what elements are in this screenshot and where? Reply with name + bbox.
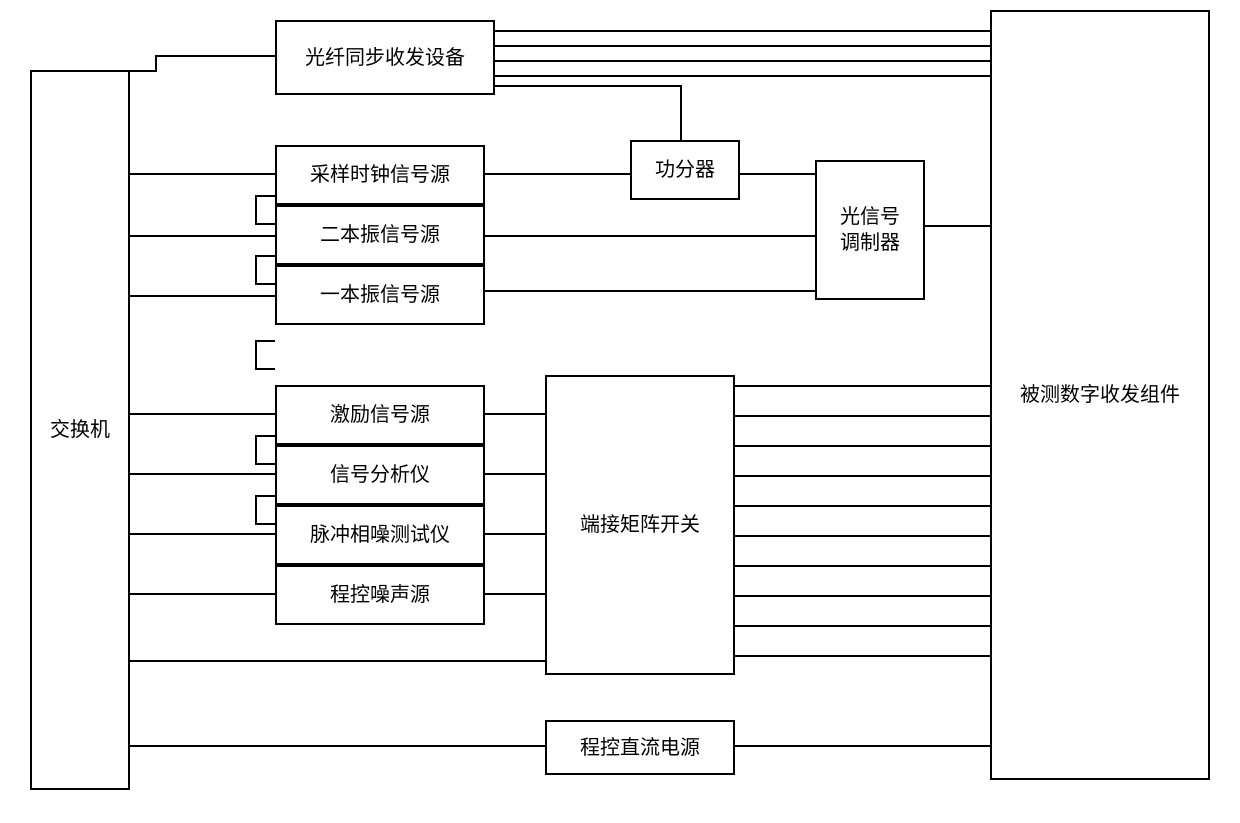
edge <box>130 533 275 535</box>
edge <box>130 660 545 662</box>
box-lo2: 二本振信号源 <box>275 205 485 265</box>
edge <box>485 413 545 415</box>
label-dc-power: 程控直流电源 <box>580 735 700 761</box>
label-switch: 交换机 <box>50 417 110 443</box>
edge <box>495 60 990 62</box>
edge <box>925 225 990 227</box>
edge <box>255 523 275 525</box>
edge <box>735 475 990 477</box>
edge <box>255 195 275 197</box>
edge <box>130 413 275 415</box>
box-phase-noise: 脉冲相噪测试仪 <box>275 505 485 565</box>
label-dut: 被测数字收发组件 <box>1020 382 1180 408</box>
edge <box>735 595 990 597</box>
label-excite: 激励信号源 <box>330 402 430 428</box>
edge <box>255 368 275 370</box>
box-dut: 被测数字收发组件 <box>990 10 1210 780</box>
edge <box>485 235 815 237</box>
diagram-canvas: 交换机 光纤同步收发设备 采样时钟信号源 二本振信号源 一本振信号源 激励信号源… <box>0 0 1240 823</box>
edge <box>735 445 990 447</box>
edge <box>485 290 815 292</box>
edge <box>255 195 257 225</box>
label-noise-src: 程控噪声源 <box>330 582 430 608</box>
label-modulator: 光信号 调制器 <box>840 204 900 256</box>
label-clock-src: 采样时钟信号源 <box>310 162 450 188</box>
edge <box>255 340 257 370</box>
edge <box>485 173 630 175</box>
label-lo1: 一本振信号源 <box>320 282 440 308</box>
edge <box>735 565 990 567</box>
edge <box>130 173 275 175</box>
box-noise-src: 程控噪声源 <box>275 565 485 625</box>
box-analyzer: 信号分析仪 <box>275 445 485 505</box>
label-analyzer: 信号分析仪 <box>330 462 430 488</box>
edge <box>255 495 257 525</box>
box-modulator: 光信号 调制器 <box>815 160 925 300</box>
edge <box>255 340 275 342</box>
edge <box>130 235 275 237</box>
edge <box>130 745 545 747</box>
label-matrix: 端接矩阵开关 <box>580 512 700 538</box>
edge <box>130 70 157 72</box>
box-switch: 交换机 <box>30 70 130 790</box>
edge <box>485 533 545 535</box>
edge <box>495 45 990 47</box>
edge <box>255 223 275 225</box>
box-clock-src: 采样时钟信号源 <box>275 145 485 205</box>
box-excite: 激励信号源 <box>275 385 485 445</box>
edge <box>735 745 990 747</box>
label-fiber-sync: 光纤同步收发设备 <box>305 45 465 71</box>
edge <box>735 535 990 537</box>
edge <box>495 85 682 87</box>
box-dc-power: 程控直流电源 <box>545 720 735 775</box>
edge <box>255 255 275 257</box>
edge <box>735 505 990 507</box>
edge <box>740 173 815 175</box>
edge <box>155 55 275 57</box>
edge <box>735 415 990 417</box>
edge <box>735 385 990 387</box>
edge <box>130 295 275 297</box>
box-lo1: 一本振信号源 <box>275 265 485 325</box>
edge <box>255 463 275 465</box>
edge <box>495 30 990 32</box>
edge <box>735 655 990 657</box>
edge <box>130 473 275 475</box>
label-splitter: 功分器 <box>655 157 715 183</box>
edge <box>255 495 275 497</box>
box-splitter: 功分器 <box>630 140 740 200</box>
edge <box>255 255 257 285</box>
label-phase-noise: 脉冲相噪测试仪 <box>310 522 450 548</box>
box-matrix: 端接矩阵开关 <box>545 375 735 675</box>
edge <box>130 593 275 595</box>
edge <box>485 473 545 475</box>
edge <box>255 435 275 437</box>
label-lo2: 二本振信号源 <box>320 222 440 248</box>
edge <box>485 593 545 595</box>
edge <box>255 435 257 465</box>
box-fiber-sync: 光纤同步收发设备 <box>275 20 495 95</box>
edge <box>495 75 990 77</box>
edge <box>255 283 275 285</box>
edge <box>680 85 682 140</box>
edge <box>735 625 990 627</box>
